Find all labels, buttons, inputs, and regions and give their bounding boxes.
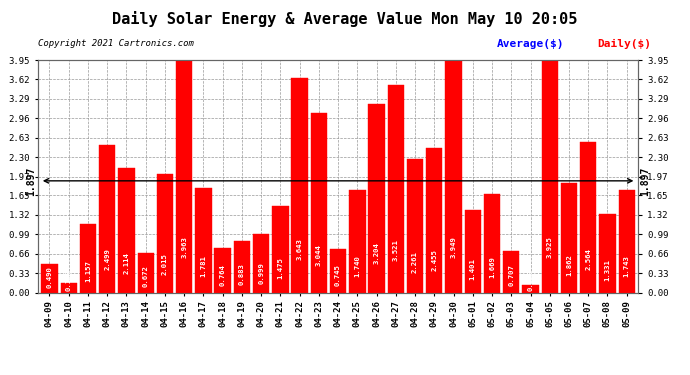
Bar [580,142,596,292]
Text: 0.672: 0.672 [143,265,149,286]
Bar [542,62,558,292]
Bar [310,113,327,292]
Text: 3.925: 3.925 [546,236,553,258]
Text: 1.475: 1.475 [277,258,284,279]
Bar [291,78,308,292]
Text: 0.883: 0.883 [239,263,245,285]
Text: 1.740: 1.740 [355,255,360,277]
Bar [484,194,500,292]
Bar [176,59,193,292]
Text: 1.401: 1.401 [470,258,476,280]
Text: 3.949: 3.949 [451,236,457,258]
Bar [234,240,250,292]
Bar [445,60,462,292]
Bar [41,264,58,292]
Text: 3.044: 3.044 [316,244,322,266]
Bar [137,253,154,292]
Text: 3.963: 3.963 [181,236,187,258]
Text: 2.114: 2.114 [124,252,130,274]
Bar [349,190,366,292]
Bar [600,214,615,292]
Bar [330,249,346,292]
Text: 0.764: 0.764 [219,264,226,286]
Bar [464,210,481,292]
Text: Daily($): Daily($) [597,39,651,50]
Text: 2.261: 2.261 [412,251,418,273]
Text: 3.521: 3.521 [393,240,399,261]
Bar [118,168,135,292]
Text: 1.897: 1.897 [640,166,650,195]
Bar [61,283,77,292]
Bar [388,85,404,292]
Text: Daily Solar Energy & Average Value Mon May 10 20:05: Daily Solar Energy & Average Value Mon M… [112,11,578,27]
Text: 1.157: 1.157 [85,260,91,282]
Text: 2.499: 2.499 [104,249,110,270]
Bar [561,183,577,292]
Text: 0.490: 0.490 [46,266,52,288]
Text: 3.643: 3.643 [297,238,303,260]
Bar [215,248,231,292]
Text: 0.157: 0.157 [66,269,72,291]
Text: 1.743: 1.743 [624,255,630,277]
Text: Copyright 2021 Cartronics.com: Copyright 2021 Cartronics.com [38,39,194,48]
Text: 1.862: 1.862 [566,254,572,276]
Text: 2.455: 2.455 [431,249,437,271]
Text: 1.669: 1.669 [489,256,495,278]
Bar [195,188,212,292]
Text: 1.897: 1.897 [26,166,36,195]
Text: 0.707: 0.707 [509,264,514,286]
Bar [426,148,442,292]
Text: 2.564: 2.564 [585,248,591,270]
Text: 1.781: 1.781 [200,255,206,277]
Bar [368,104,385,292]
Bar [157,174,173,292]
Bar [99,146,115,292]
Text: 3.204: 3.204 [373,242,380,264]
Bar [503,251,520,292]
Text: Average($): Average($) [497,39,564,50]
Bar [80,224,96,292]
Bar [407,159,423,292]
Text: 0.129: 0.129 [527,270,533,291]
Text: 2.015: 2.015 [162,253,168,275]
Bar [618,190,635,292]
Text: 1.331: 1.331 [604,259,611,281]
Bar [253,234,269,292]
Bar [522,285,539,292]
Text: 0.999: 0.999 [258,262,264,284]
Bar [272,206,288,292]
Text: 0.745: 0.745 [335,264,341,286]
